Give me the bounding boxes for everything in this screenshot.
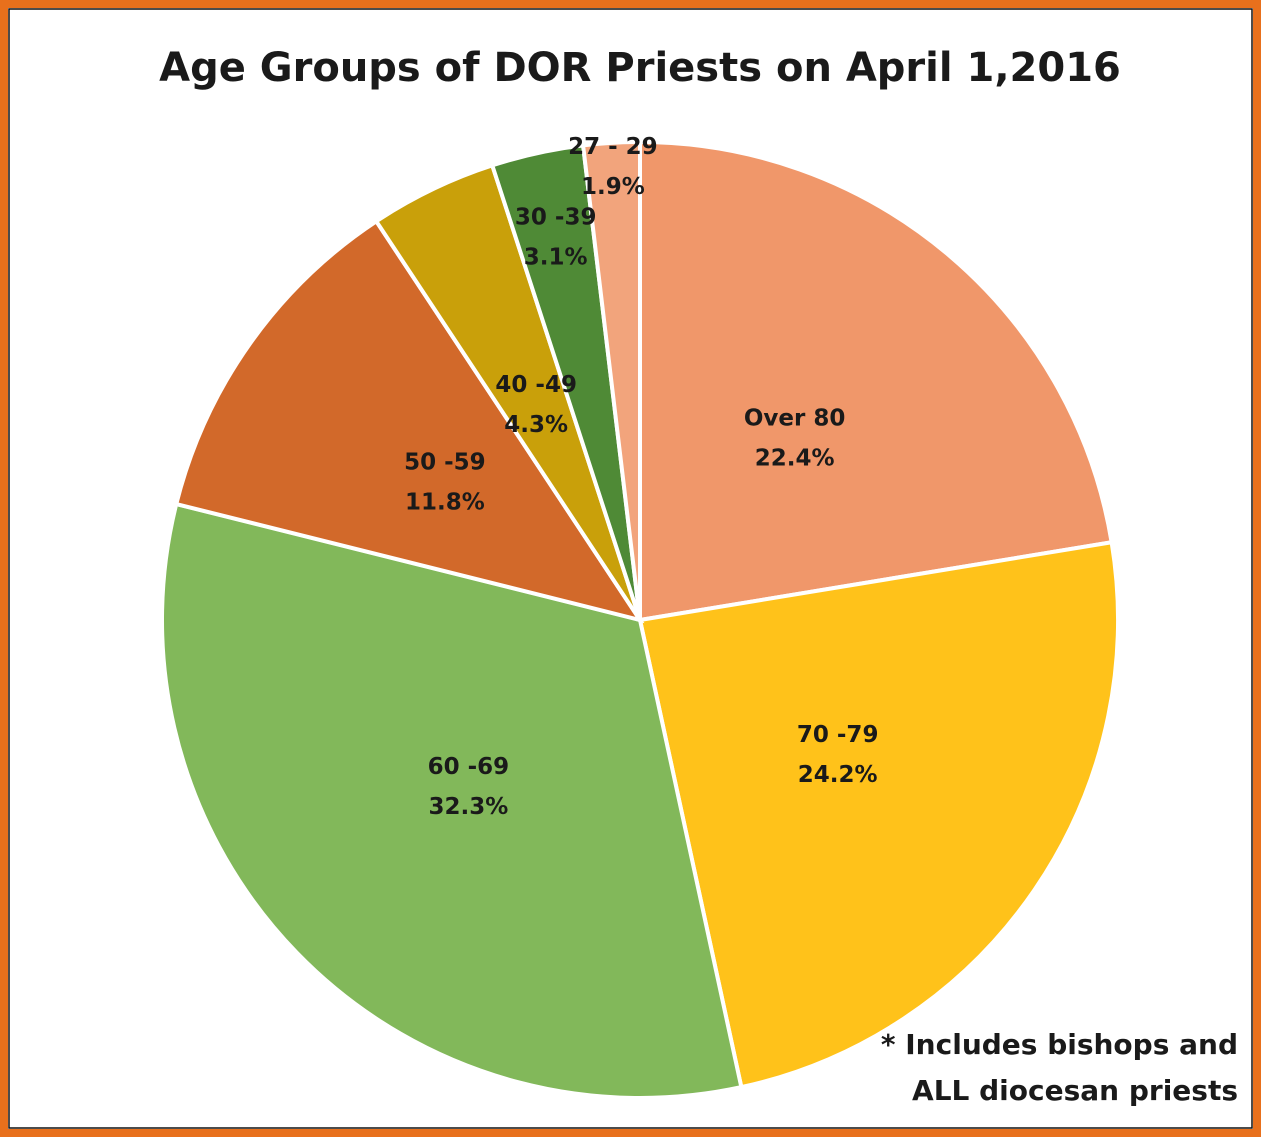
slice-value-label: 24.2% <box>798 762 878 788</box>
slice-label: 40 -49 <box>495 372 577 398</box>
chart-title: Age Groups of DOR Priests on April 1,201… <box>159 45 1121 91</box>
slice-label: 50 -59 <box>404 449 486 475</box>
slice-value-label: 22.4% <box>755 445 835 471</box>
slice-label: 27 - 29 <box>568 134 658 160</box>
slice-label: 30 -39 <box>515 205 597 231</box>
slice-label: 60 -69 <box>428 754 510 780</box>
pie-slice <box>173 218 645 624</box>
slice-label: 70 -79 <box>797 722 879 748</box>
slice-value-label: 1.9% <box>581 174 645 200</box>
pie-slice <box>637 539 1120 1090</box>
slice-value-label: 4.3% <box>504 412 568 438</box>
slice-label: Over 80 <box>744 405 846 431</box>
note: * Includes bishops and <box>881 1028 1238 1061</box>
note: ALL diocesan priests <box>912 1074 1238 1107</box>
pie-slice <box>638 139 1114 623</box>
slice-value-label: 11.8% <box>405 489 485 515</box>
pie-slice <box>160 501 744 1100</box>
pie <box>160 139 1120 1100</box>
slice-value-label: 32.3% <box>428 794 508 820</box>
frame-inner <box>8 8 1253 1129</box>
slice-value-label: 3.1% <box>524 245 588 271</box>
pie-slice <box>580 139 642 621</box>
